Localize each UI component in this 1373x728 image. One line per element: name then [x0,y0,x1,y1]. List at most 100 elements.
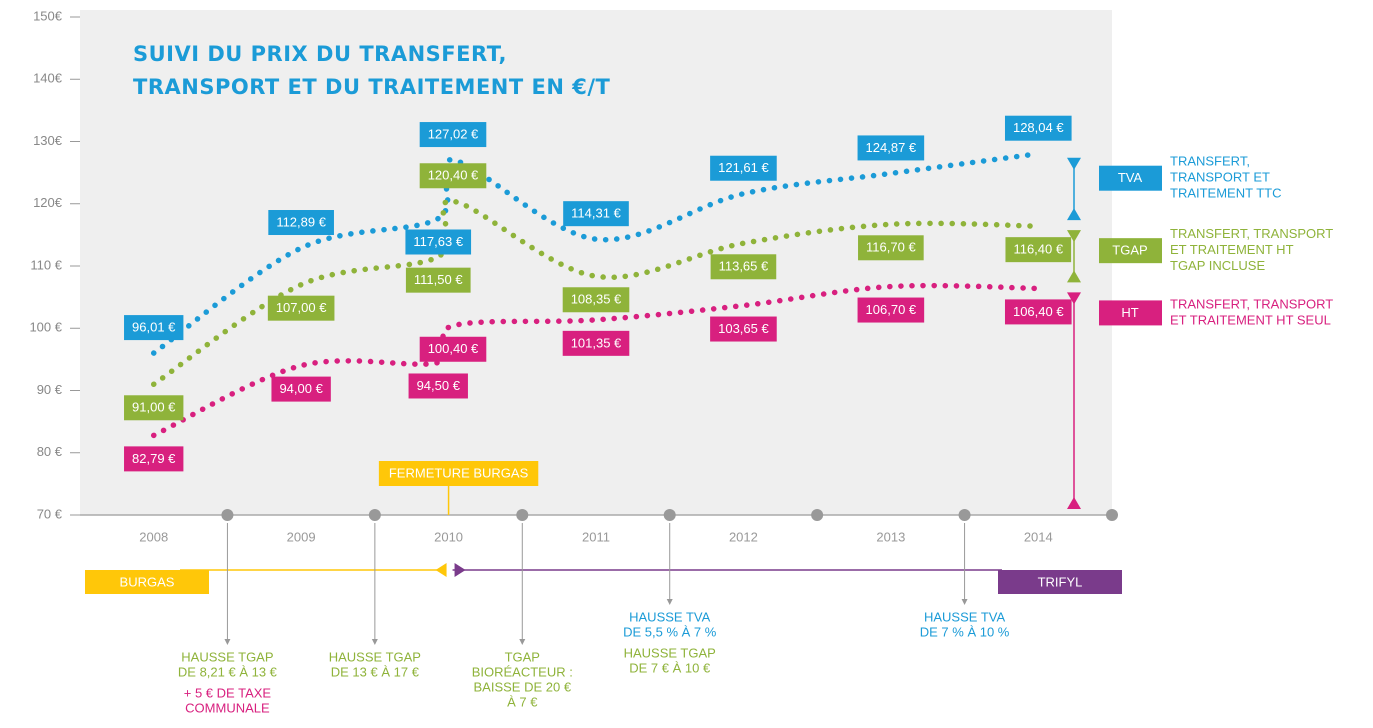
legend-box [1099,238,1162,264]
value-label-box [267,295,335,321]
legend-description: TRANSFERT, TRANSPORT [1170,226,1333,241]
value-label: 127,02 € [428,126,479,141]
event-text: DE 7 % À 10 % [920,624,1010,639]
event-text: DE 5,5 % À 7 % [623,624,717,639]
x-tick-label: 2009 [287,529,316,544]
value-label: 96,01 € [132,320,176,335]
value-label-box [419,122,487,148]
value-label-box [710,254,777,280]
value-label-box [857,297,925,323]
axis-dot [663,509,676,521]
y-tick-label: 80 € [37,444,63,459]
y-tick-label: 120€ [33,195,63,210]
event-text: TGAP [505,649,540,664]
value-label-box [710,155,777,181]
timeline-label: BURGAS [120,574,175,589]
value-label-box [1005,237,1072,263]
value-label-box [124,315,184,341]
value-label: 121,61 € [718,160,769,175]
legend-description: TRAITEMENT TTC [1170,186,1281,201]
event-text: DE 7 € À 10 € [629,660,711,675]
legend-description: TRANSPORT ET [1170,170,1270,185]
event-text: À 7 € [507,694,538,709]
event-arrowhead [224,639,231,645]
x-tick-label: 2008 [139,529,168,544]
event-text: + 5 € DE TAXE [184,685,272,700]
axis-dot [368,509,381,521]
axis-dot [1106,509,1118,521]
event-text: HAUSSE TVA [924,609,1005,624]
value-label-box [271,376,331,402]
bracket-bottom [1067,270,1081,283]
timeline-label: TRIFYL [1038,574,1083,589]
event-text: DE 8,21 € À 13 € [178,664,278,679]
value-label-box [563,201,629,227]
y-tick-label: 70 € [37,506,63,521]
value-label: 120,40 € [428,168,479,183]
x-tick-label: 2013 [876,529,905,544]
legend-description: TRANSFERT, TRANSPORT [1170,296,1333,311]
event-text: COMMUNALE [185,700,270,715]
value-label: 113,65 € [719,259,769,274]
event-text: HAUSSE TGAP [329,649,421,664]
value-label-box [858,235,924,261]
event-text: BIORÉACTEUR : [472,664,573,679]
series-line [150,282,1042,439]
value-label-box [124,446,184,472]
axis-dot [958,509,971,521]
bracket-top [1067,292,1081,305]
value-label: 94,50 € [417,378,461,393]
value-label-box [710,316,777,342]
x-tick-label: 2012 [729,529,758,544]
event-arrowhead [666,599,673,605]
event-arrowhead [371,639,378,645]
y-tick-label: 100 € [29,320,62,335]
bracket-bottom [1067,208,1081,221]
value-label-box [405,229,472,255]
value-label-box [419,336,487,362]
y-tick-label: 140€ [33,71,63,86]
value-label-box [405,267,471,293]
value-label: 94,00 € [279,381,323,396]
value-label-box [419,163,487,189]
series-line [150,198,1042,388]
timeline-arrow [454,563,466,577]
bracket-top [1067,230,1081,243]
y-tick-label: 90 € [37,382,63,397]
value-label: 117,63 € [413,234,463,249]
plot-background [80,10,1112,515]
legend-box [1099,165,1162,191]
axis-dot [811,509,824,521]
annotation-box [378,461,539,486]
event-text: DE 13 € À 17 € [331,664,420,679]
value-label: 103,65 € [718,321,769,336]
value-label-box [1004,299,1072,325]
event-text: HAUSSE TGAP [624,645,716,660]
value-label: 116,40 € [1013,242,1063,257]
bracket-top [1067,157,1081,170]
value-label: 112,89 € [276,214,326,229]
value-label: 111,50 € [414,272,463,287]
legend-description: ET TRAITEMENT HT SEUL [1170,312,1331,327]
y-tick-label: 110 € [30,257,62,272]
value-label: 106,70 € [866,302,917,317]
legend-description: ET TRAITEMENT HT [1170,242,1294,257]
value-label-box [124,395,184,421]
x-tick-label: 2011 [582,529,610,544]
legend-label: TGAP [1112,243,1147,258]
value-label-box [857,135,925,161]
value-label-box [562,287,630,313]
axis-dot [221,509,234,521]
value-label-box [268,210,334,236]
value-label: 124,87 € [866,140,917,155]
timeline-arrow [435,563,447,577]
bracket-bottom [1067,497,1081,509]
event-arrowhead [961,599,968,605]
value-label-box [408,373,468,399]
event-arrowhead [519,639,526,645]
x-tick-label: 2010 [434,529,463,544]
legend-description: TGAP INCLUSE [1170,258,1265,273]
y-tick-label: 150€ [33,8,63,23]
legend-description: TRANSFERT, [1170,154,1250,169]
value-label-box [1004,115,1072,141]
